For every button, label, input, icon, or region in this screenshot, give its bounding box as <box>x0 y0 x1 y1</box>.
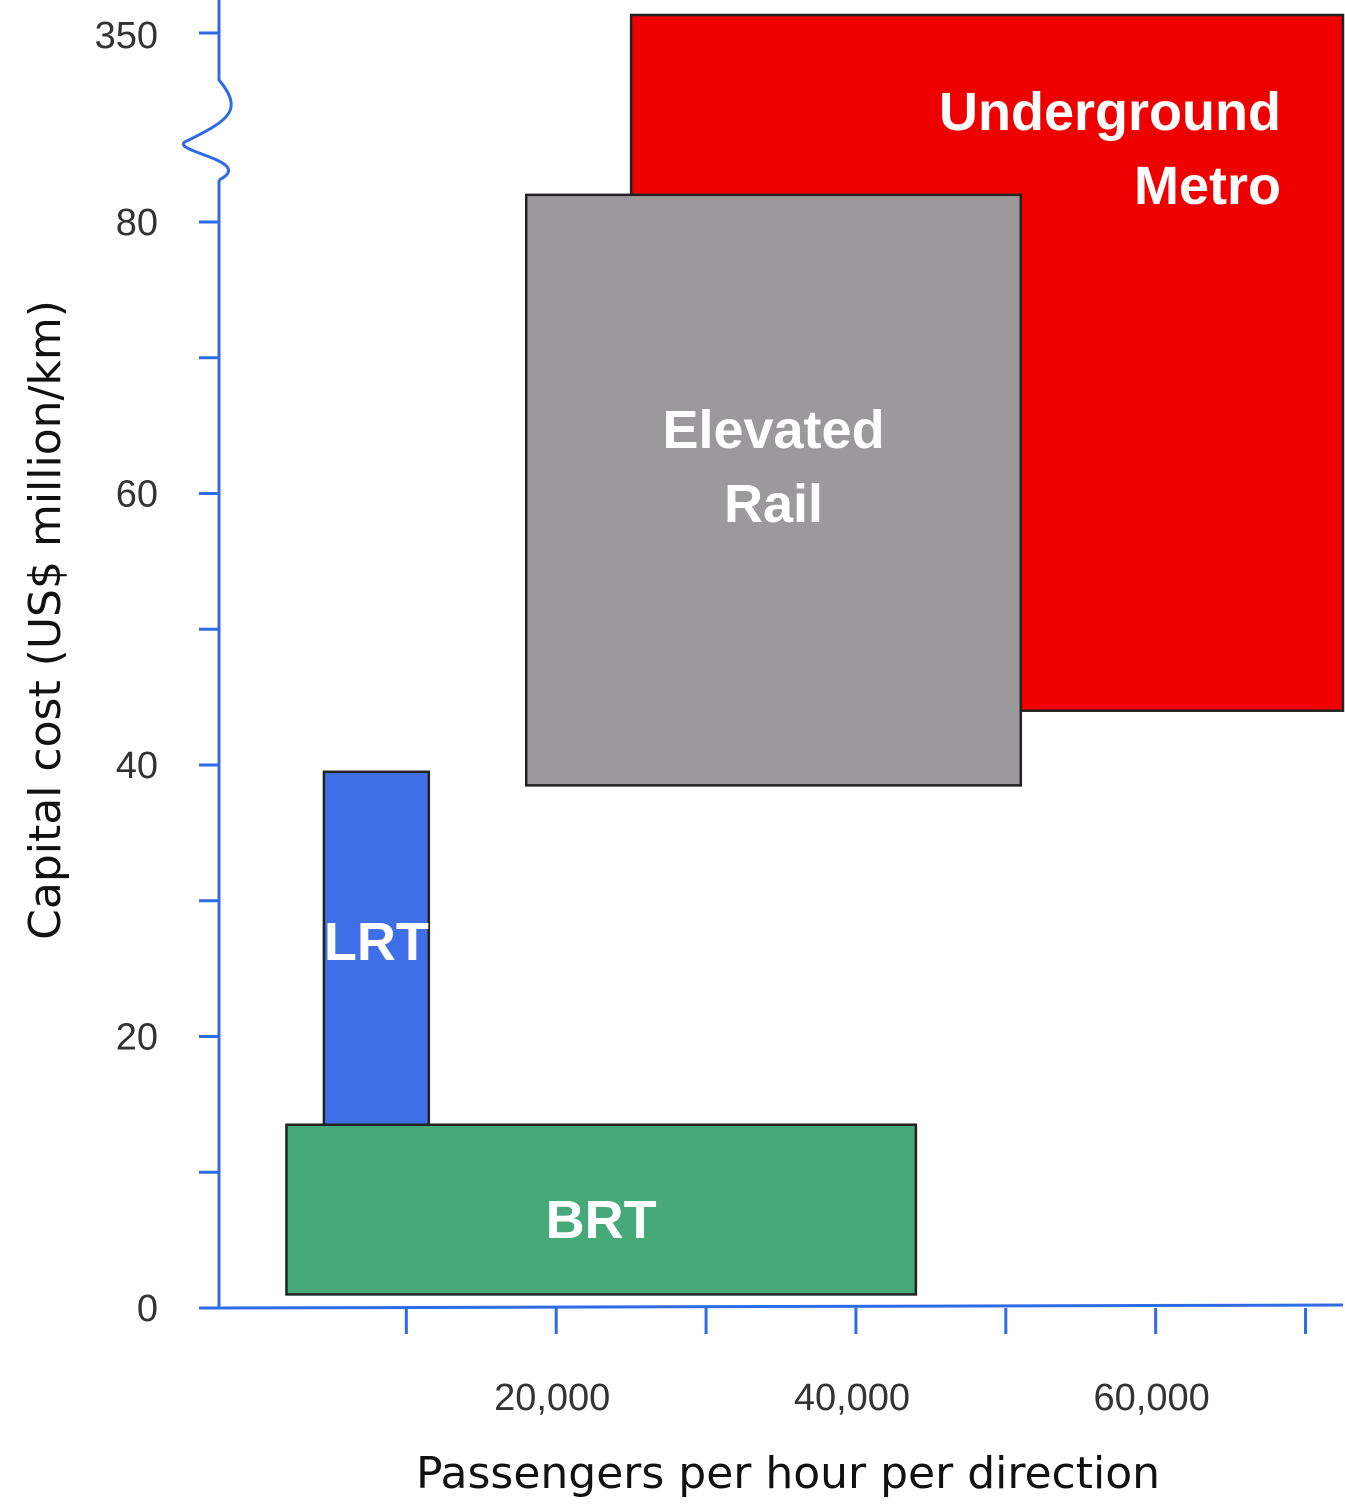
elevated-rail-box-group: Elevated Rail <box>524 193 1023 787</box>
tick-labels: 0 20 40 60 80 350 20,000 40,000 60,000 <box>95 15 1210 1419</box>
axes <box>181 0 1344 1334</box>
y-tick-label-60: 60 <box>116 474 158 516</box>
y-tick-label-40: 40 <box>116 745 158 787</box>
lrt-box-group: LRT <box>322 770 431 1140</box>
x-axis-line <box>218 1303 1344 1310</box>
y-axis-break-squiggle <box>181 0 233 182</box>
y-axis-title: Capital cost (US$ million/km) <box>20 300 71 940</box>
y-tick-label-0: 0 <box>137 1288 158 1330</box>
elevated-rail-box <box>524 193 1023 787</box>
brt-label-line-1: BRT <box>546 1190 657 1250</box>
brt-box <box>285 1123 918 1296</box>
x-tick-label-60000: 60,000 <box>1094 1377 1210 1419</box>
range-boxes: Underground Metro Elevated Rail LRT BRT <box>285 13 1345 1296</box>
y-tick-label-break-top: 350 <box>95 15 158 57</box>
x-axis-title: Passengers per hour per direction <box>416 1448 1160 1499</box>
x-tick-label-20000: 20,000 <box>494 1377 610 1419</box>
underground-metro-label-line-1: Underground <box>939 82 1281 142</box>
x-tick-label-40000: 40,000 <box>794 1377 910 1419</box>
y-tick-label-20: 20 <box>116 1017 158 1059</box>
lrt-box <box>322 770 431 1140</box>
elevated-rail-label-line-2: Rail <box>724 474 823 534</box>
lrt-label-line-1: LRT <box>324 912 429 972</box>
underground-metro-label-line-2: Metro <box>1134 156 1281 216</box>
elevated-rail-label-line-1: Elevated <box>662 400 884 460</box>
brt-box-group: BRT <box>285 1123 918 1296</box>
y-tick-label-80: 80 <box>116 202 158 244</box>
